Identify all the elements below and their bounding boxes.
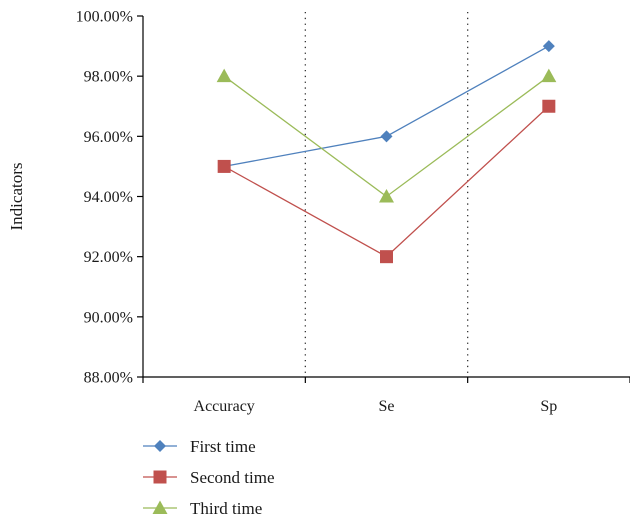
y-tick-label: 100.00%	[76, 9, 133, 26]
y-tick-label: 94.00%	[84, 189, 133, 206]
series-line	[223, 105, 550, 258]
legend-label: Third time	[190, 499, 262, 518]
data-point	[541, 68, 557, 83]
legend-marker	[154, 440, 166, 452]
data-point	[380, 250, 393, 264]
y-tick-label: 92.00%	[84, 249, 133, 266]
y-tick-label: 98.00%	[84, 69, 133, 86]
x-tick-label: Sp	[540, 398, 557, 415]
legend-marker	[152, 500, 168, 514]
legend-item: Second time	[143, 468, 275, 487]
legend-item: First time	[143, 437, 256, 456]
y-tick-label: 90.00%	[84, 309, 133, 326]
data-point	[380, 130, 393, 143]
x-tick-label: Se	[379, 398, 395, 415]
data-point	[379, 189, 394, 203]
legend-item: Third time	[143, 499, 262, 518]
series-layer	[216, 40, 557, 264]
y-axis-title: Indicators	[7, 163, 26, 231]
legend-label: Second time	[190, 468, 275, 487]
x-tick-label: Accuracy	[194, 398, 255, 415]
data-point	[217, 159, 231, 173]
legend-marker	[153, 470, 167, 484]
series-2	[217, 99, 556, 264]
series-line	[224, 45, 550, 168]
legend: First time Second time Third time	[143, 437, 275, 518]
legend-label: First time	[190, 437, 256, 456]
y-tick-label: 88.00%	[84, 370, 133, 387]
series-1	[218, 40, 555, 173]
y-tick-label: 96.00%	[84, 129, 133, 146]
data-point	[542, 99, 556, 113]
data-point	[216, 68, 232, 83]
data-point	[542, 40, 555, 53]
series-3	[216, 68, 557, 203]
axes: 88.00% 90.00% 92.00% 94.00% 96.00% 98.00% 100.…	[76, 9, 630, 415]
